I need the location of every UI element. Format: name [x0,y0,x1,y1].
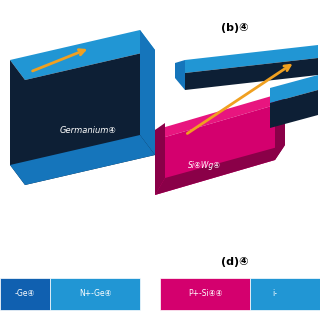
Polygon shape [155,123,165,195]
Polygon shape [25,50,155,185]
Text: Si④Wg④: Si④Wg④ [188,161,221,170]
Text: -Ge④: -Ge④ [15,290,35,299]
Polygon shape [155,105,275,195]
Bar [0,278,50,310]
Bar [250,278,320,310]
Polygon shape [10,60,25,185]
Text: N+-Ge④: N+-Ge④ [79,290,111,299]
Polygon shape [155,95,275,140]
Text: Germanium④: Germanium④ [60,125,116,134]
Polygon shape [155,145,285,195]
Text: i-: i- [272,290,277,299]
Polygon shape [185,58,318,90]
Polygon shape [140,30,155,155]
Text: P+-Si④④: P+-Si④④ [188,290,222,299]
Polygon shape [275,88,285,160]
Bar [160,278,250,310]
Polygon shape [10,135,155,185]
Text: (b)④: (b)④ [221,23,249,33]
Polygon shape [10,30,155,80]
Bar [50,278,140,310]
Text: (d)④: (d)④ [221,257,249,267]
Polygon shape [270,90,318,128]
Polygon shape [175,60,185,90]
Polygon shape [185,45,318,73]
Polygon shape [270,75,318,103]
